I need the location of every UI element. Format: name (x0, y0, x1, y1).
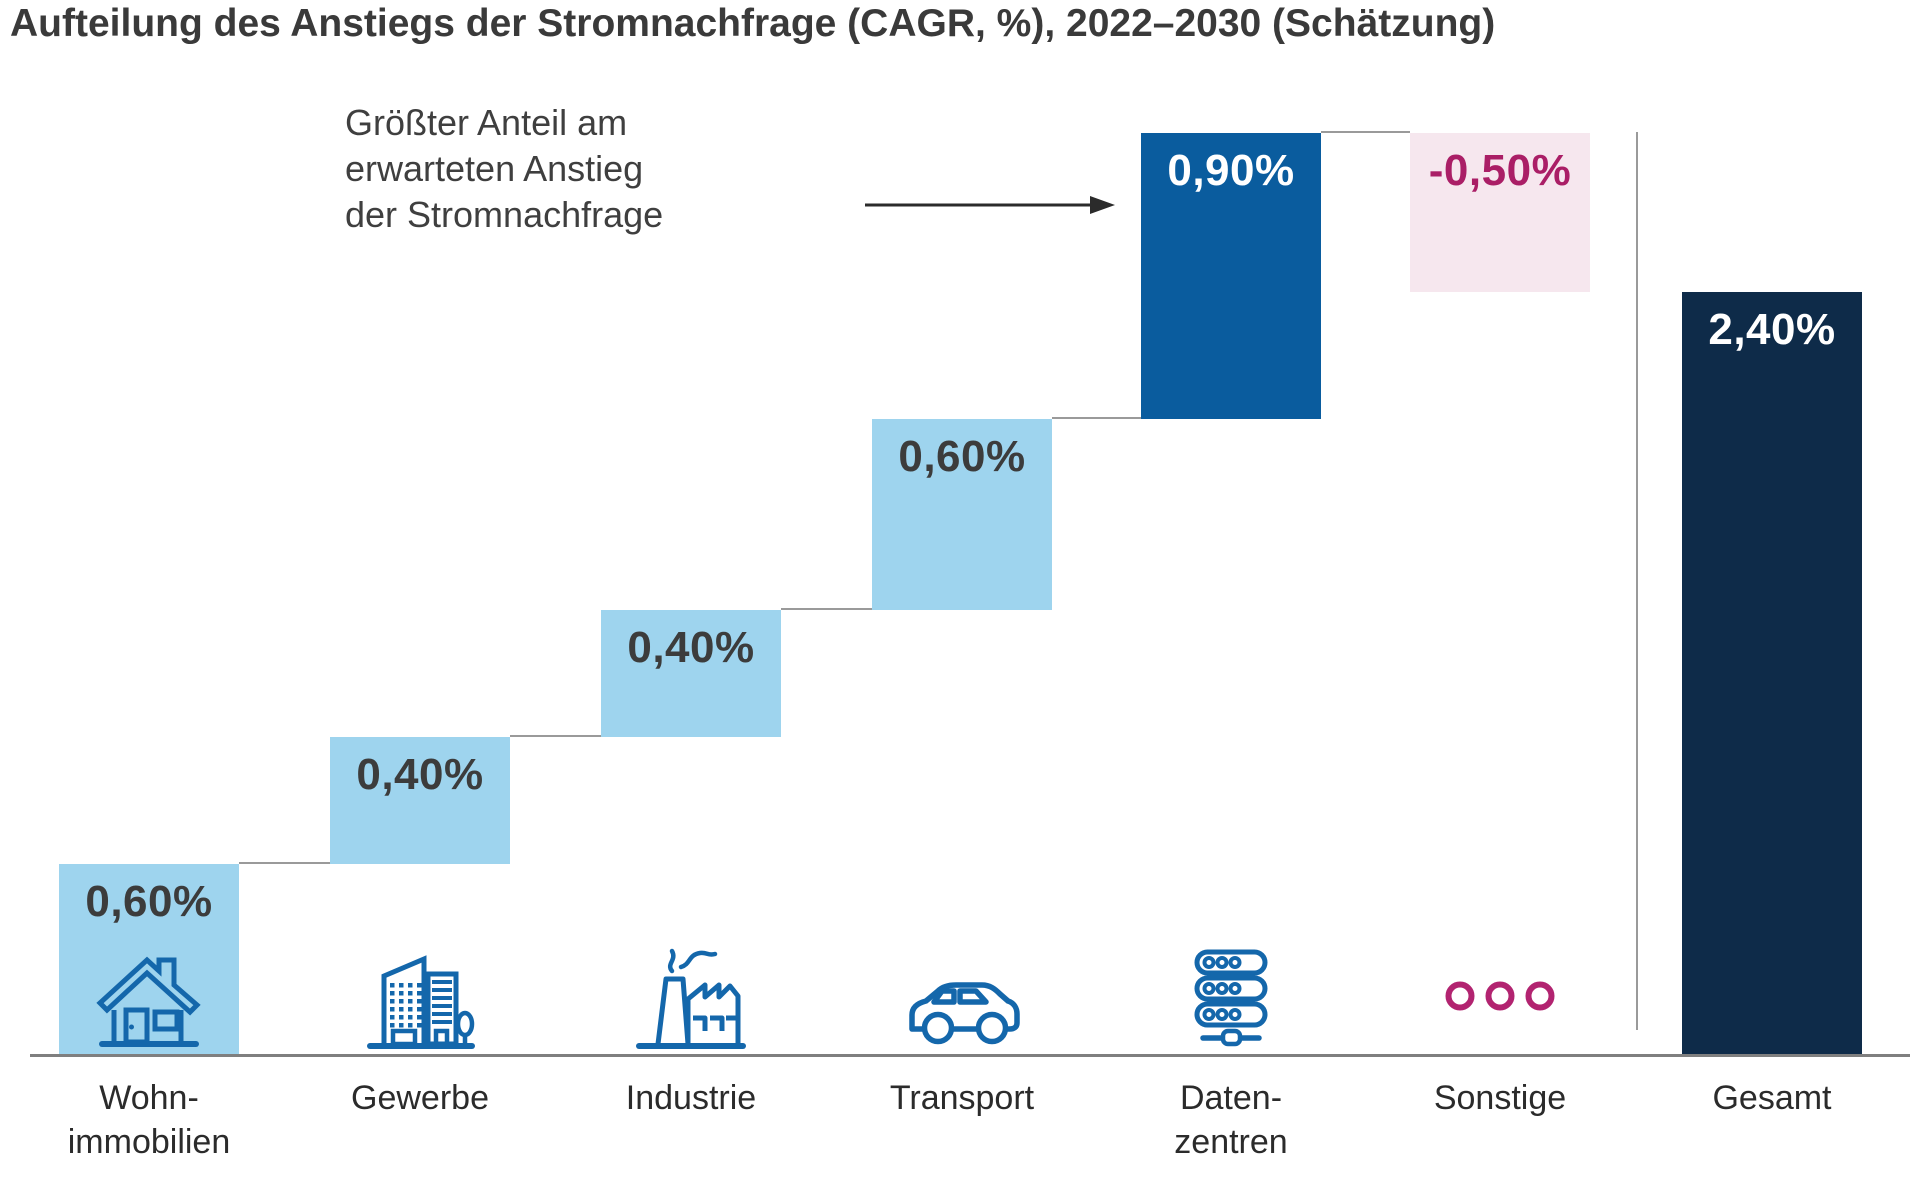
axis-label-industrie: Industrie (625, 1079, 757, 1117)
bar-value-label: 0,40% (627, 622, 755, 672)
bar-value-label: -0,50% (1428, 145, 1572, 195)
total-separator-line (1636, 132, 1638, 1030)
ellipsis-icon (1445, 981, 1555, 1011)
icon-slot-transport (882, 936, 1042, 1052)
icon-slot-sonstige (1420, 936, 1580, 1052)
arrow-right-icon (865, 196, 1115, 214)
bar-value-label: 0,60% (85, 877, 213, 927)
annotation-line: der Stromnachfrage (345, 194, 664, 235)
annotation-text: Größter Anteil am erwarteten Anstieg der… (345, 100, 663, 238)
bar-datenzentren: 0,90% (1141, 132, 1321, 419)
x-axis-line (30, 1054, 1910, 1057)
chart-title: Aufteilung des Anstiegs der Stromnachfra… (10, 2, 1496, 45)
axis-label-wohnimmobilien: Wohn- immobilien (67, 1079, 231, 1161)
annotation-line: Größter Anteil am (345, 102, 628, 143)
bar-industrie: 0,40% (601, 609, 781, 737)
icon-slot-industrie (611, 936, 771, 1052)
axis-label-transport: Transport (889, 1079, 1035, 1117)
connector-line (1052, 417, 1141, 419)
axis-label-sonstige: Sonstige (1433, 1079, 1567, 1117)
factory-icon (636, 948, 746, 1049)
bar-value-label: 0,40% (356, 750, 484, 799)
car-icon (909, 982, 1020, 1045)
bar-value-label: 0,90% (1167, 145, 1295, 195)
connector-line (239, 862, 330, 865)
annotation-arrow-icon (862, 192, 1116, 223)
house-icon (96, 956, 201, 1047)
axis-label-gewerbe: Gewerbe (351, 1079, 489, 1117)
icon-slot-wohnimmobilien (69, 936, 229, 1052)
bar-gewerbe: 0,40% (330, 737, 510, 865)
bar-sonstige: -0,50% (1410, 132, 1590, 292)
axis-label-gesamt: Gesamt (1712, 1079, 1832, 1117)
connector-line (510, 735, 601, 737)
bar-gesamt: 2,40% (1682, 291, 1862, 1055)
icon-slot-gewerbe (340, 936, 500, 1052)
office-building-icon (367, 955, 475, 1049)
bar-transport: 0,60% (872, 419, 1052, 610)
icon-slot-datenzentren (1151, 936, 1311, 1052)
connector-line (781, 607, 872, 610)
connector-line (1321, 130, 1410, 133)
bar-value-label: 0,60% (898, 432, 1026, 481)
bar-value-label: 2,40% (1708, 304, 1836, 354)
annotation-line: erwarteten Anstieg (345, 148, 644, 189)
server-icon (1194, 949, 1268, 1047)
axis-label-datenzentren: Daten- zentren (1174, 1079, 1288, 1161)
